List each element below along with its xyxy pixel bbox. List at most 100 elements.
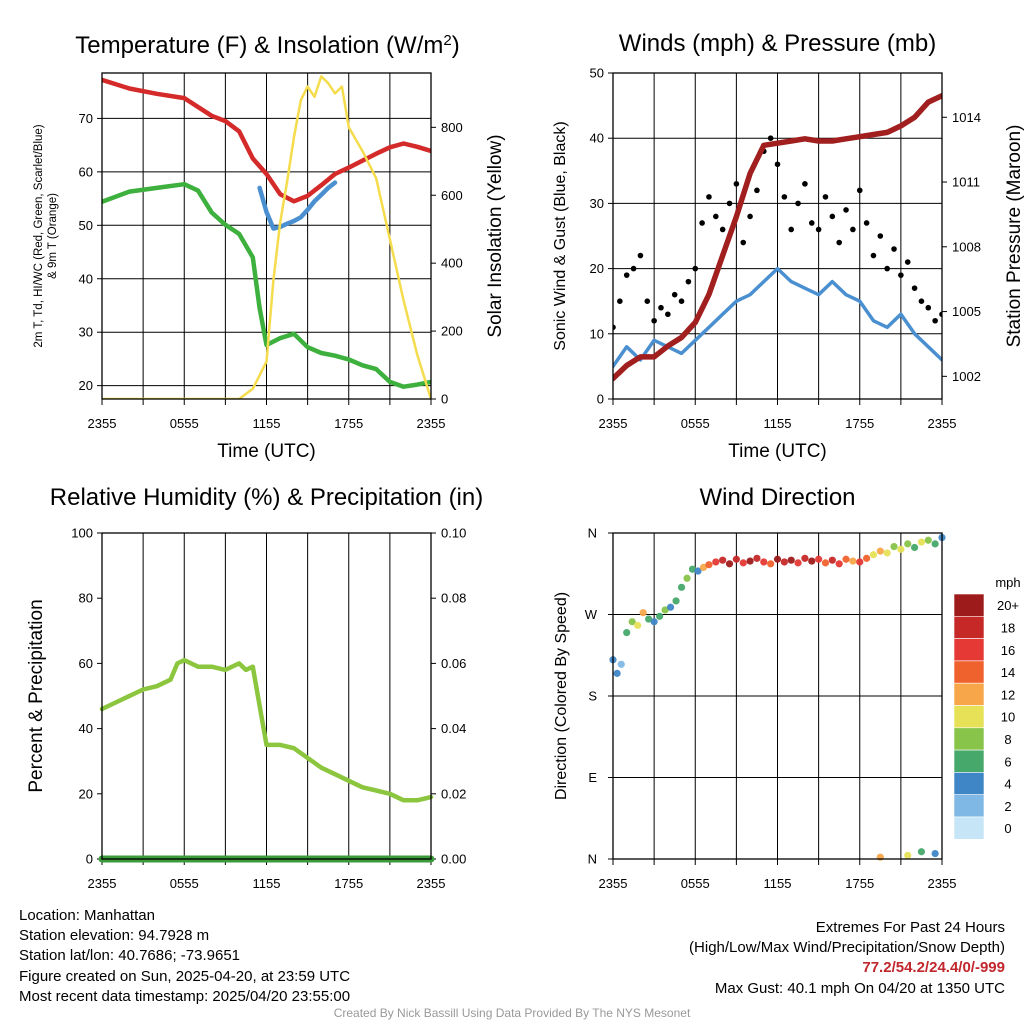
x-tick-label: 1755: [845, 416, 874, 431]
direction-point: [699, 563, 708, 572]
y-tick-label: E: [588, 770, 597, 785]
colorbar-swatch: [953, 794, 985, 818]
y-tick-label: 0: [86, 852, 93, 867]
y-right-tick-label: 1008: [952, 239, 981, 254]
gust-point: [925, 304, 932, 311]
colorbar-title: mph: [995, 575, 1020, 590]
x-tick-label: 2355: [88, 876, 117, 891]
gust-point: [870, 252, 877, 259]
gust-point: [863, 220, 870, 226]
y-tick-label: 60: [79, 656, 93, 671]
direction-point: [623, 629, 631, 637]
colorbar-swatch: [953, 660, 985, 684]
plot-area-humidity: 2355 0555 1155 1755 2355 0 20 40 60 80 100 0.00 0.02…: [26, 484, 483, 891]
colorbar-swatch: [953, 749, 985, 773]
y-tick-label: W: [585, 607, 598, 622]
x-tick-label: 0555: [681, 416, 710, 431]
direction-point: [613, 669, 621, 677]
y-tick-label: 40: [590, 131, 604, 146]
extremes-values: 77.2/54.2/24.4/0/-999: [862, 959, 1005, 977]
direction-point: [672, 597, 680, 605]
y-tick-label: 30: [79, 325, 93, 340]
y-tick-label: 20: [79, 378, 93, 393]
gust-point: [767, 135, 774, 141]
x-tick-label: 2355: [417, 416, 446, 431]
plot-border: [101, 72, 432, 400]
direction-point: [694, 567, 702, 575]
x-tick-label: 1755: [845, 876, 874, 891]
direction-point: [639, 609, 647, 617]
direction-point: [628, 618, 636, 626]
gust-point: [939, 311, 942, 318]
direction-point: [650, 618, 658, 626]
gust-point: [685, 278, 692, 285]
station-latlon: Station lat/lon: 40.7686; -73.9651: [19, 947, 241, 965]
colorbar-label: 10: [1001, 710, 1015, 725]
gust-point: [836, 239, 842, 246]
gust-point: [699, 220, 705, 226]
plot-border: [101, 532, 432, 860]
direction-point: [910, 543, 919, 552]
gust-point: [623, 272, 630, 278]
direction-point: [931, 849, 939, 858]
panel-title: Wind Direction: [699, 484, 855, 511]
y-right-tick-label: 1005: [952, 304, 981, 319]
y-right-tick-label: 0.04: [441, 721, 466, 736]
gust-point: [733, 181, 740, 187]
gust-point: [815, 226, 822, 233]
plot-area-winds: 2355 0555 1155 1755 2355 0 10 20 30 40 50 1002 1005 1…: [552, 30, 1024, 462]
gust-point: [932, 317, 938, 324]
plot-border: [612, 72, 943, 400]
y-tick-label: 80: [79, 591, 93, 606]
gust-point: [774, 161, 781, 168]
gust-point: [713, 213, 719, 220]
y-right-tick-label: 600: [441, 188, 463, 203]
gust-point: [665, 311, 671, 318]
figure-created: Figure created on Sun, 2025-04-20, at 23…: [19, 967, 351, 985]
y-right-tick-label: 0.10: [441, 526, 466, 541]
direction-point: [869, 551, 878, 559]
direction-point: [801, 554, 809, 562]
pressure-line: [613, 92, 942, 382]
direction-point: [732, 555, 740, 563]
y-axis-label-line-1: 2m T, Td, HI/WC (Red, Green, Scarlet/Blu…: [33, 124, 45, 347]
colorbar-label: 14: [1001, 665, 1015, 680]
direction-point: [760, 558, 768, 566]
y-tick-label: 30: [590, 196, 604, 211]
dewpoint-line: [102, 181, 431, 389]
plot-area-temperature: 2355 0555 1155 1755 2355 20 30 40 50 60 70 0 200 400 6…: [33, 32, 506, 463]
direction-point: [863, 554, 871, 562]
y-tick-label: 0: [597, 392, 604, 407]
credit-line: Created By Nick Bassill Using Data Provi…: [333, 1006, 691, 1020]
y-axis-label-line-2: & 9m T (Orange): [47, 193, 59, 279]
direction-point: [688, 565, 697, 573]
y-right-tick-label: 0: [441, 392, 448, 407]
direction-point: [787, 556, 795, 564]
direction-point: [808, 557, 816, 565]
direction-point: [712, 558, 720, 566]
colorbar-swatch: [953, 727, 985, 751]
direction-point: [767, 560, 775, 568]
gust-point: [630, 265, 637, 272]
gust-point: [877, 233, 884, 239]
gust-point: [617, 298, 623, 305]
gust-point: [678, 298, 685, 305]
y-tick-label: 50: [590, 66, 604, 81]
y-tick-label: S: [588, 689, 597, 704]
direction-point: [849, 557, 857, 565]
panel-title: Relative Humidity (%) & Precipitation (i…: [50, 484, 483, 511]
direction-point: [904, 851, 912, 859]
x-tick-label: 2355: [928, 416, 957, 431]
direction-point: [876, 547, 884, 555]
y-tick-label: 40: [79, 271, 93, 286]
y-tick-label: 20: [590, 261, 604, 276]
y-right-tick-label: 0.06: [441, 656, 466, 671]
colorbar-label: 4: [1004, 777, 1011, 792]
extremes-block: Extremes For Past 24 Hours (High/Low/Max…: [689, 918, 1005, 999]
gust-point: [671, 291, 678, 298]
colorbar-label: 18: [1001, 620, 1015, 635]
direction-point: [856, 558, 864, 566]
colorbar-label: 16: [1001, 643, 1015, 658]
